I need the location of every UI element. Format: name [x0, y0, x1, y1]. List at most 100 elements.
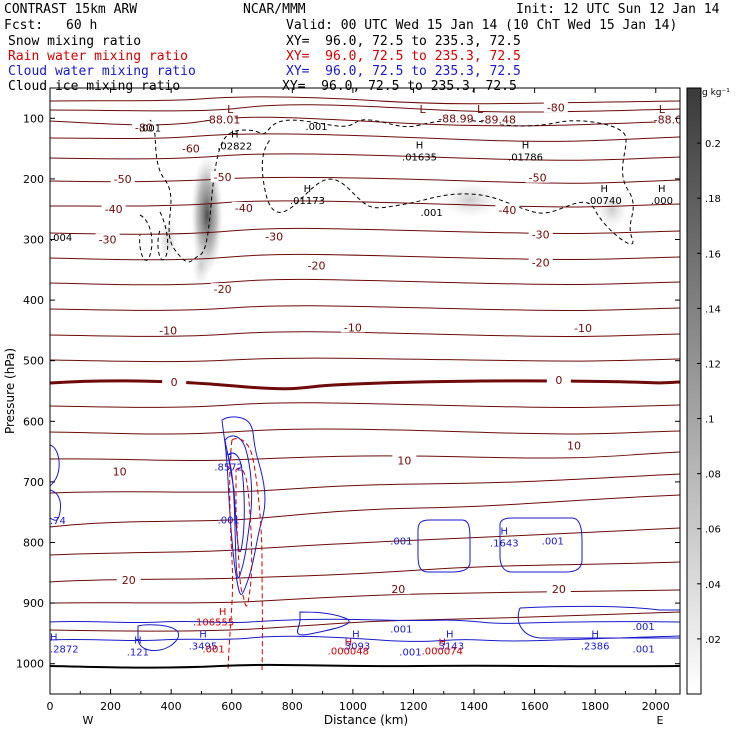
isotherm-label-bg — [561, 439, 586, 451]
high-value: .01786 — [508, 152, 543, 163]
y-axis-label: Pressure (hPa) — [3, 348, 17, 434]
isotherm-label: 20 — [552, 583, 566, 596]
isotherm-label-bg — [386, 583, 411, 595]
isotherm-label-bg — [210, 171, 235, 183]
isotherm-label: -50 — [529, 172, 547, 185]
cloud-water-label: .001 — [633, 622, 655, 633]
high-value: .01173 — [290, 196, 325, 207]
high-value: .01635 — [402, 152, 437, 163]
cloud-ice-field-name: Cloud ice mixing ratio — [8, 79, 181, 94]
isotherm-label-bg — [495, 203, 520, 215]
cloud-ice-label: .004 — [50, 233, 72, 244]
x-tick-label: 800 — [282, 700, 303, 713]
cloud-water-label: .001 — [218, 515, 240, 526]
snow-field-xy: XY= 96.0, 72.5 to 235.3, 72.5 — [286, 34, 521, 49]
high-value: .121 — [127, 648, 149, 659]
cloud-ice-label: .001 — [139, 123, 161, 134]
high-marker: H — [352, 629, 360, 640]
colorbar-tick-label: .08 — [705, 470, 721, 481]
isotherm-label-bg — [655, 113, 680, 125]
isotherm-label-bg — [210, 113, 235, 125]
y-tick-label: 400 — [23, 294, 44, 307]
valid-time: Valid: 00 UTC Wed 15 Jan 14 (10 ChT Wed … — [286, 18, 678, 33]
x-axis-label: Distance (km) — [324, 713, 408, 727]
isotherm-label: -80 — [135, 121, 153, 134]
x-tick-label: 2000 — [642, 700, 670, 713]
isotherm-label: -20 — [308, 260, 326, 273]
isotherm-label: -10 — [159, 324, 177, 337]
isotherm-label: 10 — [397, 455, 411, 468]
high-marker: H — [50, 632, 58, 643]
isotherm-label: 0 — [171, 376, 178, 389]
isotherm-label-bg — [101, 203, 126, 215]
colorbar-tick-label: .1 — [705, 415, 715, 426]
init-time: Init: 12 UTC Sun 12 Jan 14 — [516, 2, 720, 17]
cloud-water-label: .001 — [390, 625, 412, 636]
west-label: W — [83, 714, 94, 727]
y-tick-label: 1000 — [16, 658, 44, 671]
east-label: E — [657, 714, 664, 727]
surface-line — [50, 663, 680, 669]
y-tick-label: 100 — [23, 112, 44, 125]
rain-label: H — [438, 637, 446, 648]
colorbar-tick-label: .02 — [705, 635, 721, 646]
isotherm-label: 20 — [122, 574, 136, 587]
colorbar-tick-label: .12 — [705, 359, 721, 370]
colorbar-tick-label: .14 — [705, 304, 721, 315]
isotherm-label-bg — [262, 230, 287, 242]
low-marker: L — [419, 103, 426, 116]
high-marker: H — [231, 130, 239, 141]
y-tick-label: 800 — [23, 537, 44, 550]
high-marker: H — [225, 451, 233, 462]
y-tick-label: 200 — [23, 173, 44, 186]
cloud-water-label: .74 — [50, 516, 66, 527]
isotherm-label: -10 — [574, 322, 592, 335]
cloud-water-label: .001 — [390, 537, 412, 548]
colorbar-tick-label: .16 — [705, 249, 721, 260]
high-marker: H — [591, 629, 599, 640]
cloud-ice-label: .001 — [305, 122, 327, 133]
low-marker: L — [659, 103, 666, 116]
isotherm-label-bg — [162, 375, 187, 387]
isotherm-label-bg — [210, 283, 235, 295]
x-tick-label: 1400 — [460, 700, 488, 713]
isotherm-label-bg — [107, 465, 132, 477]
isotherm-label-bg — [231, 201, 256, 213]
x-tick-label: 1000 — [339, 700, 367, 713]
colorbar-tick-label: .18 — [705, 194, 721, 205]
high-value: .3143 — [435, 641, 464, 652]
x-tick-label: 1600 — [521, 700, 549, 713]
snow-shading-mid — [440, 182, 500, 218]
isotherm-label: -60 — [182, 143, 200, 156]
colorbar-unit: g kg⁻¹ — [702, 88, 730, 98]
rain-label: H — [219, 607, 227, 618]
isotherm-label: -10 — [344, 321, 362, 334]
x-tick-label: 1800 — [581, 700, 609, 713]
isotherm-label: 20 — [391, 583, 405, 596]
isotherm-label: -30 — [265, 230, 283, 243]
isotherm-label-bg — [340, 321, 365, 333]
y-tick-label: 600 — [23, 415, 44, 428]
isotherm-label-bg — [392, 454, 417, 466]
colorbar-tick-label: .06 — [705, 525, 721, 536]
isotherm-label-bg — [543, 101, 568, 113]
isotherm-label: 10 — [567, 440, 581, 453]
high-marker: H — [416, 140, 424, 151]
isotherm-label-bg — [116, 574, 141, 586]
isotherm-label-bg — [110, 172, 135, 184]
org-label: NCAR/MMM — [243, 2, 306, 17]
x-tick-label: 200 — [100, 700, 121, 713]
isotherm-label-bg — [486, 113, 511, 125]
x-tick-label: 1200 — [399, 700, 427, 713]
isotherm-label: -80 — [547, 101, 565, 114]
cloud-ice-label: .001 — [421, 208, 443, 219]
y-tick-label: 900 — [23, 597, 44, 610]
isotherm-label: 10 — [113, 466, 127, 479]
isotherm-label: 0 — [555, 374, 562, 387]
snow-field-name: Snow mixing ratio — [8, 34, 142, 49]
isotherm-label: -30 — [99, 234, 117, 247]
cloud-water-label: .001 — [542, 537, 564, 548]
high-value: .3093 — [342, 641, 371, 652]
isotherm-label: -20 — [532, 257, 550, 270]
